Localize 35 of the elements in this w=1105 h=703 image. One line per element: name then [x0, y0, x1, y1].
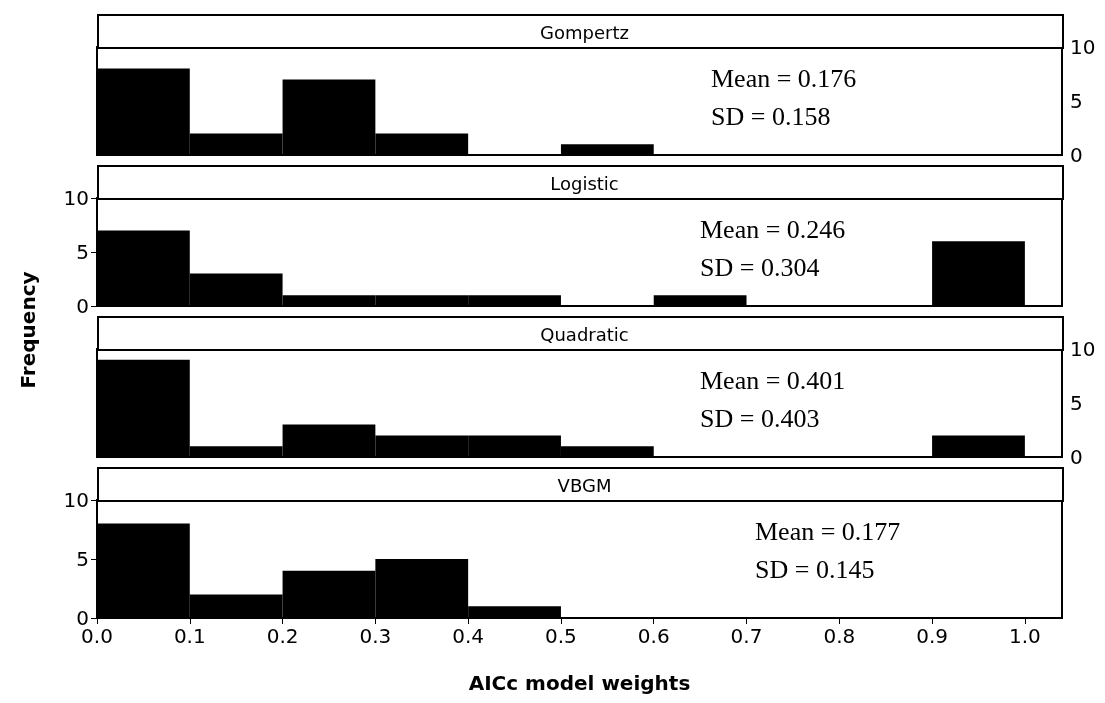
- annotation: SD = 0.145: [755, 554, 875, 584]
- x-tick-label: 0.9: [916, 624, 948, 648]
- y-tick-label: 0: [76, 294, 89, 318]
- y2-tick-label: 0: [1070, 445, 1083, 469]
- annotation: Mean = 0.177: [755, 516, 901, 546]
- chart-title: VBGM: [557, 474, 612, 496]
- y-tick-label: 10: [63, 186, 89, 210]
- x-tick-label: 0.2: [266, 624, 299, 648]
- x-tick-label: 0.8: [823, 624, 856, 648]
- chart-title: Logistic: [550, 172, 619, 194]
- annotation: SD = 0.158: [711, 101, 831, 131]
- x-tick-label: 0.1: [173, 624, 206, 648]
- x-axis-title: AICc model weights: [468, 671, 691, 695]
- y2-tick-label: 10: [1070, 337, 1096, 361]
- x-tick-label: 1.0: [1008, 624, 1041, 648]
- x-tick-label: 0.5: [545, 624, 577, 648]
- y2-tick-label: 10: [1070, 35, 1096, 59]
- y2-tick-label: 5: [1070, 391, 1083, 415]
- y-tick-label: 5: [76, 547, 89, 571]
- annotation: SD = 0.304: [700, 252, 820, 282]
- chart-title: Quadratic: [540, 323, 629, 345]
- annotation: Mean = 0.176: [711, 63, 857, 93]
- y2-tick-label: 0: [1070, 143, 1083, 167]
- y-tick-label: 10: [63, 488, 89, 512]
- x-tick-label: 0.4: [452, 624, 485, 648]
- y2-tick-label: 5: [1070, 89, 1083, 113]
- annotation: Mean = 0.246: [700, 214, 846, 244]
- annotation: Mean = 0.401: [700, 365, 846, 395]
- y-tick-label: 5: [76, 240, 89, 264]
- x-tick-label: 0.7: [730, 624, 763, 648]
- x-tick-label: 0.6: [637, 624, 670, 648]
- annotation: SD = 0.403: [700, 403, 820, 433]
- x-tick-label: 0.3: [359, 624, 392, 648]
- y-axis-title: Frequency: [16, 271, 40, 389]
- chart-title: Gompertz: [540, 21, 629, 43]
